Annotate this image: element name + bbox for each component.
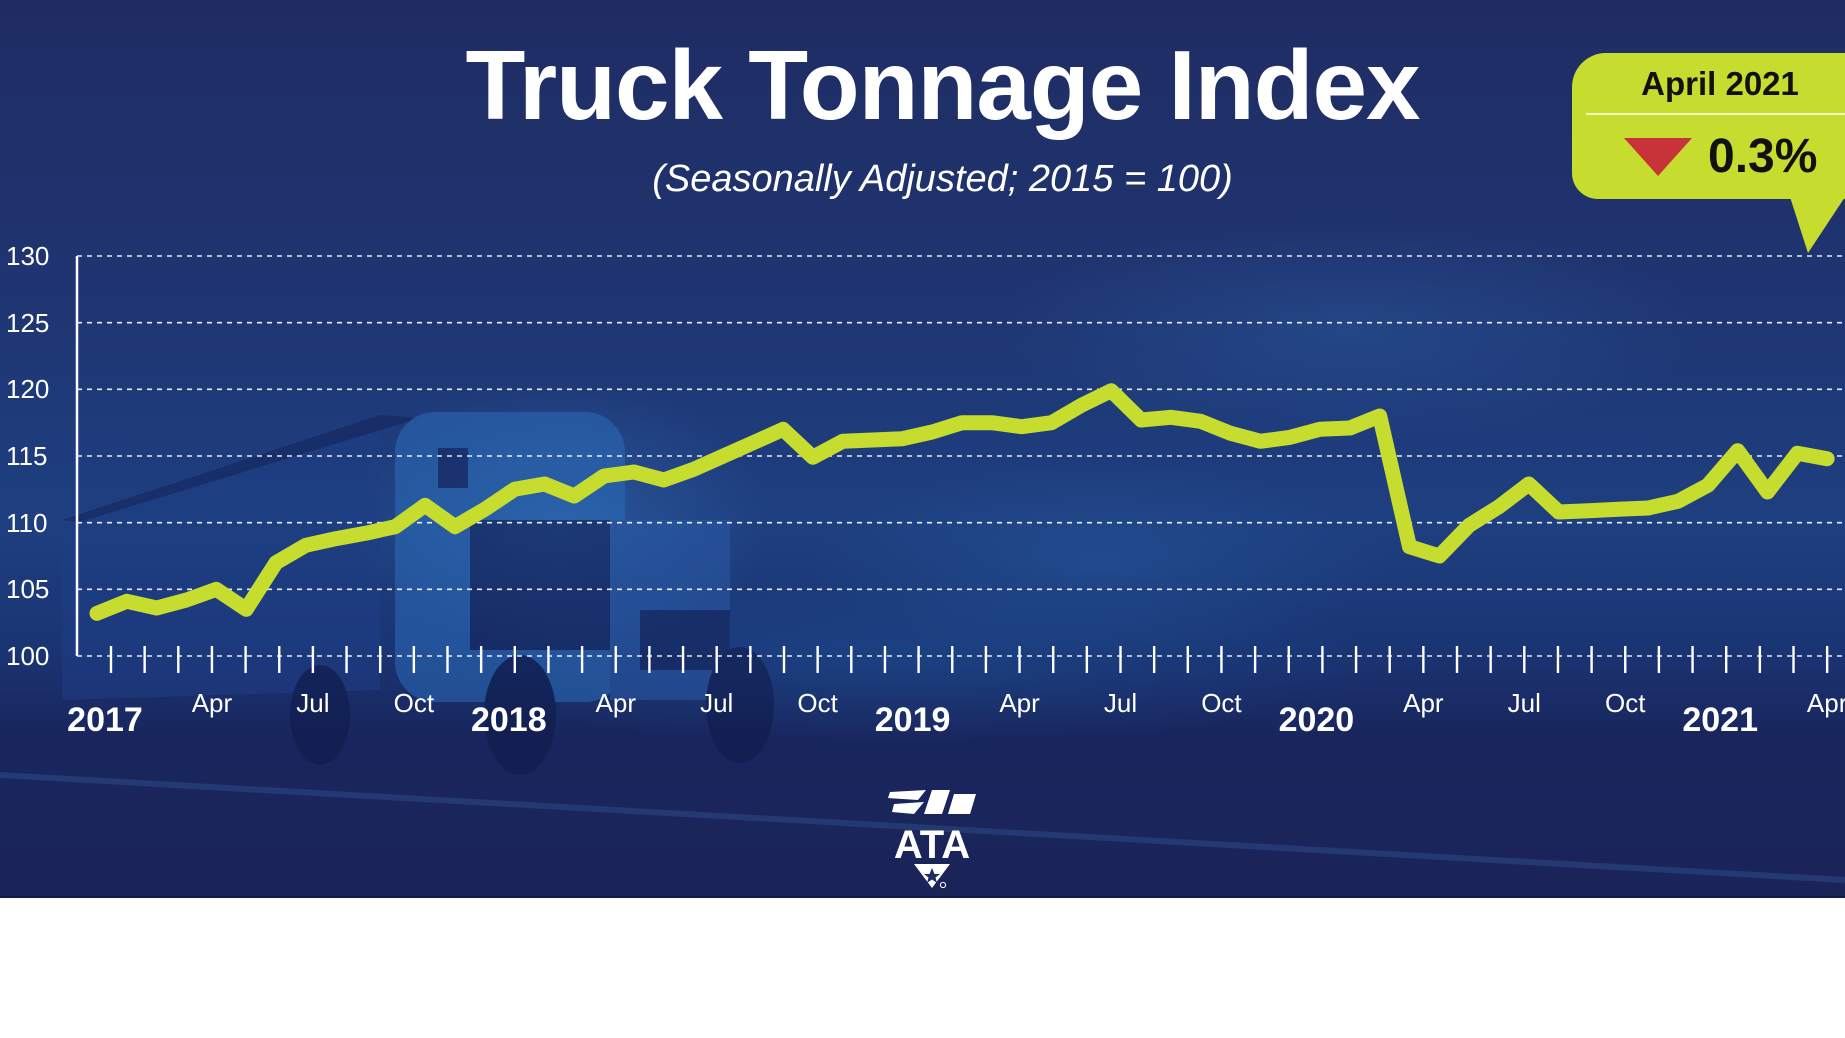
- x-month-label: Jul: [296, 688, 330, 718]
- callout-divider: [1586, 113, 1845, 115]
- y-tick-label: 125: [6, 307, 50, 338]
- truck-background-icon: [0, 412, 1845, 883]
- y-tick-label: 110: [6, 507, 48, 538]
- chart-title: Truck Tonnage Index: [465, 30, 1421, 140]
- callout-tail-icon: [1790, 197, 1845, 253]
- x-month-label: Apr: [191, 688, 233, 718]
- x-month-label: Oct: [797, 688, 838, 718]
- x-month-label: Oct: [393, 688, 435, 718]
- x-year-label: 2020: [1278, 701, 1355, 739]
- callout-change-value: 0.3%: [1708, 130, 1818, 183]
- x-month-label: Apr: [1806, 688, 1845, 718]
- x-month-label: Jul: [700, 688, 734, 718]
- y-tick-label: 100: [6, 641, 50, 671]
- tonnage-index-line: [89, 383, 1835, 621]
- latest-change-callout: April 2021 0.3%: [1572, 53, 1845, 258]
- chart-subtitle: (Seasonally Adjusted; 2015 = 100): [652, 158, 1233, 200]
- x-year-label: 2019: [874, 701, 951, 739]
- y-tick-label: 120: [6, 374, 50, 405]
- y-tick-label: 105: [6, 574, 50, 605]
- line-chart: [89, 383, 1835, 673]
- x-month-label: Jul: [1103, 688, 1138, 718]
- y-tick-label: 115: [6, 441, 48, 471]
- x-year-label: 2018: [470, 701, 547, 739]
- x-month-label: Apr: [999, 688, 1040, 718]
- x-month-label: Apr: [595, 688, 636, 718]
- x-month-label: Oct: [1201, 688, 1242, 718]
- callout-period: April 2021: [1641, 65, 1799, 102]
- x-year-label: 2017: [67, 701, 143, 739]
- x-month-label: Apr: [1403, 688, 1444, 718]
- down-arrow-icon: [1624, 138, 1692, 176]
- x-month-label: Jul: [1507, 688, 1541, 718]
- y-tick-label: 130: [6, 241, 50, 271]
- ata-logo-icon: ATA: [888, 790, 976, 889]
- callout-bubble: [1572, 53, 1845, 199]
- x-month-label: Oct: [1605, 688, 1646, 718]
- x-year-label: 2021: [1682, 701, 1758, 739]
- svg-text:ATA: ATA: [894, 823, 970, 867]
